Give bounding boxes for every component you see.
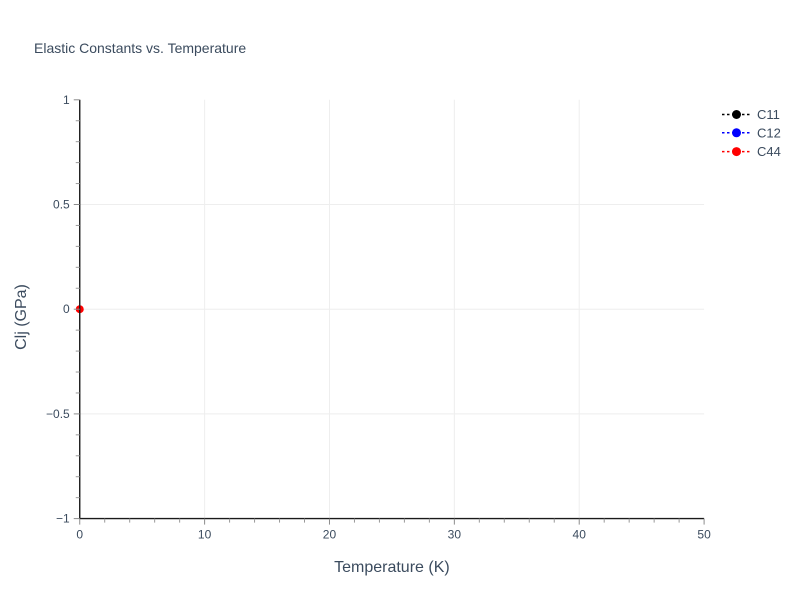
svg-text:C11: C11 xyxy=(757,107,780,122)
svg-text:10: 10 xyxy=(198,528,212,542)
svg-text:0: 0 xyxy=(76,528,83,542)
svg-text:−1: −1 xyxy=(56,512,70,526)
svg-text:40: 40 xyxy=(573,528,587,542)
svg-text:1: 1 xyxy=(63,93,70,107)
svg-text:20: 20 xyxy=(323,528,337,542)
svg-text:C12: C12 xyxy=(757,125,781,140)
svg-text:0.5: 0.5 xyxy=(53,198,70,212)
svg-text:−0.5: −0.5 xyxy=(46,407,70,421)
svg-text:30: 30 xyxy=(448,528,462,542)
svg-text:0: 0 xyxy=(63,302,70,316)
svg-text:Clj (GPa): Clj (GPa) xyxy=(13,284,30,350)
svg-text:Temperature (K): Temperature (K) xyxy=(334,559,450,576)
svg-text:C44: C44 xyxy=(757,144,781,159)
svg-text:50: 50 xyxy=(697,528,711,542)
